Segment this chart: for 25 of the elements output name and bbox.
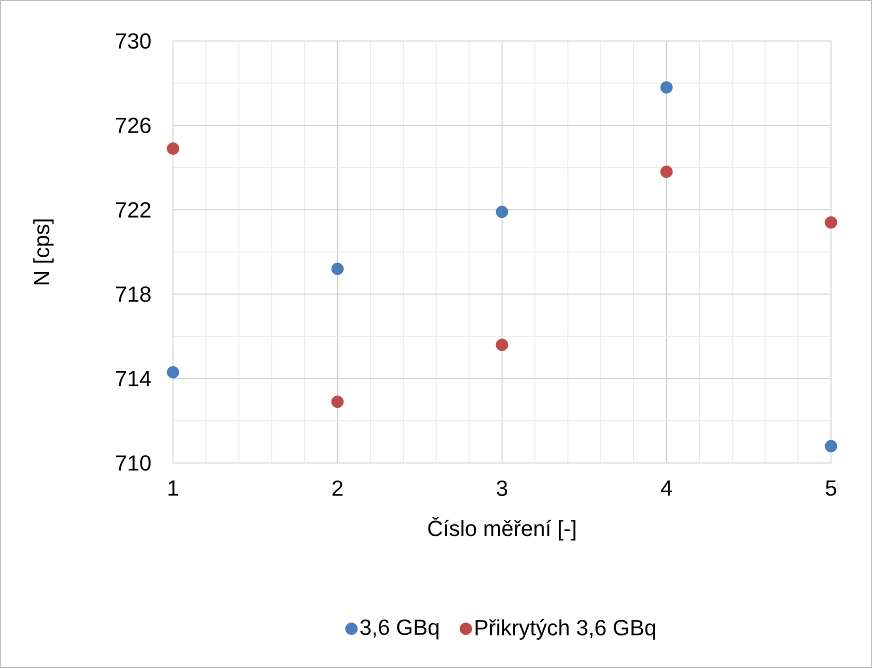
x-tick-label: 1	[168, 480, 178, 496]
x-tick-label: 2	[332, 480, 343, 496]
x-tick-label: 5	[826, 480, 836, 496]
x-tick-label: 3	[496, 480, 508, 496]
y-tick-label: 726	[116, 118, 151, 134]
point	[824, 216, 838, 229]
y-axis-title: N [cps]	[33, 219, 54, 284]
point	[824, 440, 838, 452]
y-tick-label: 730	[116, 33, 151, 49]
x-tick-label: 4	[660, 480, 672, 496]
point	[166, 366, 180, 378]
point	[660, 81, 673, 94]
point	[166, 142, 180, 155]
legend-label: Přikrytých 3,6 GBq	[476, 619, 656, 640]
legend-label: 3,6 GBq	[360, 620, 438, 640]
point	[331, 396, 344, 408]
point	[331, 262, 344, 276]
y-tick-label: 714	[116, 371, 151, 386]
y-tick-label: 722	[116, 202, 150, 218]
point	[496, 206, 508, 218]
point	[660, 166, 673, 178]
x-axis-title: Číslo měření [-]	[428, 516, 576, 541]
y-tick-label: 710	[116, 455, 151, 471]
point	[496, 338, 508, 352]
y-tick-label: 718	[116, 286, 151, 302]
